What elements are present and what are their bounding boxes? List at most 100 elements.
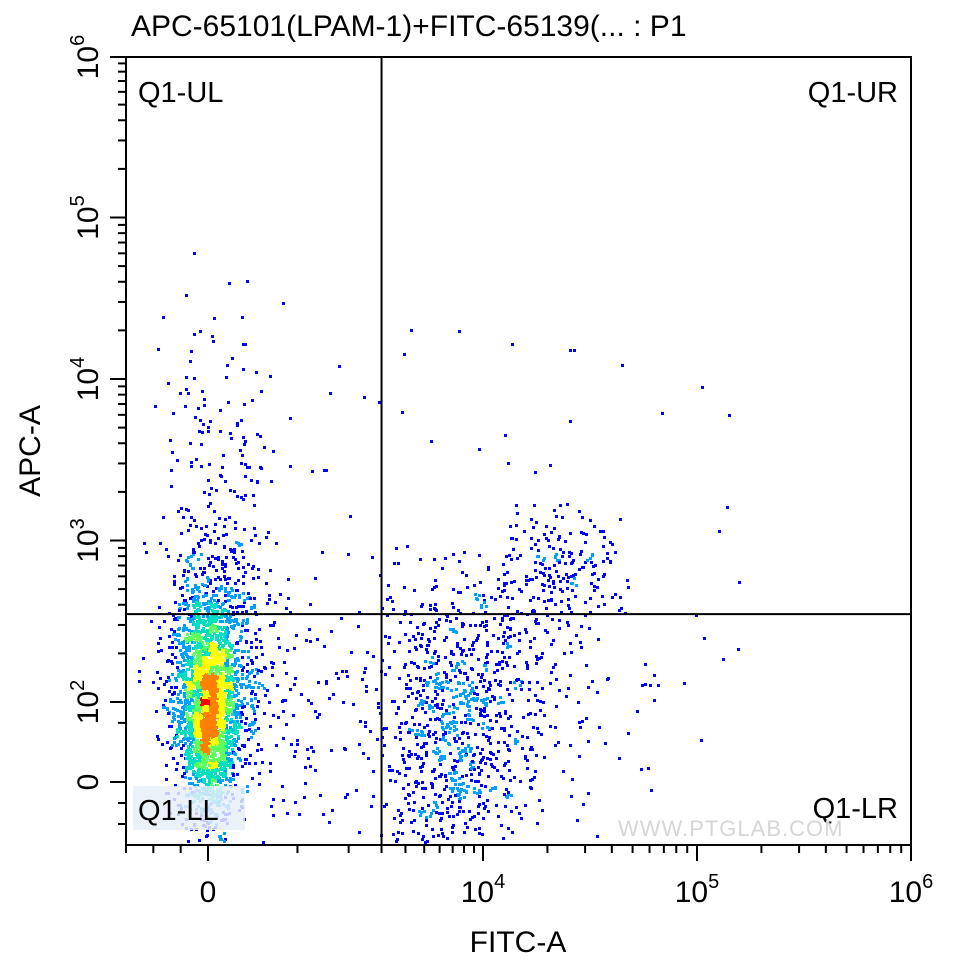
event-dot <box>420 699 423 702</box>
event-dot <box>269 375 272 378</box>
event-dot <box>226 676 229 679</box>
event-dot <box>205 639 208 642</box>
event-dot <box>504 434 507 437</box>
event-dot <box>215 594 218 597</box>
event-dot <box>195 748 198 751</box>
event-dot <box>170 485 173 488</box>
event-dot <box>192 551 195 554</box>
event-dot <box>207 679 210 682</box>
event-dot <box>539 709 542 712</box>
event-dot <box>602 575 605 578</box>
event-dot <box>561 555 564 558</box>
event-dot <box>569 642 572 645</box>
event-dot <box>248 466 251 469</box>
event-dot <box>377 702 380 705</box>
event-dot <box>201 740 204 743</box>
event-dot <box>346 675 349 678</box>
event-dot <box>537 597 540 600</box>
event-dot <box>428 640 431 643</box>
event-dot <box>372 795 375 798</box>
event-dot <box>233 730 236 733</box>
event-dot <box>515 538 518 541</box>
event-dot <box>211 719 214 722</box>
event-dot <box>167 676 170 679</box>
event-dot <box>219 768 222 771</box>
event-dot <box>475 597 478 600</box>
event-dot <box>184 735 187 738</box>
event-dot <box>178 723 181 726</box>
event-dot <box>481 673 484 676</box>
event-dot <box>580 550 583 553</box>
event-dot <box>289 417 292 420</box>
event-dot <box>224 600 227 603</box>
event-dot <box>198 650 201 653</box>
event-dot <box>277 637 280 640</box>
event-dot <box>556 559 559 562</box>
event-dot <box>421 603 424 606</box>
event-dot <box>438 750 441 753</box>
event-dot <box>240 543 243 546</box>
event-dot <box>480 699 483 702</box>
event-dot <box>441 689 444 692</box>
event-dot <box>213 679 216 682</box>
event-dot <box>213 714 216 717</box>
event-dot <box>401 754 404 757</box>
event-dot <box>217 576 220 579</box>
event-dot <box>515 806 518 809</box>
event-dot <box>187 683 190 686</box>
event-dot <box>417 733 420 736</box>
event-dot <box>256 749 259 752</box>
event-dot <box>199 678 202 681</box>
event-dot <box>460 783 463 786</box>
event-dot <box>479 761 482 764</box>
event-dot <box>508 656 511 659</box>
event-dot <box>439 819 442 822</box>
event-dot <box>530 518 533 521</box>
event-dot <box>229 740 232 743</box>
event-dot <box>252 686 255 689</box>
event-dot <box>325 680 328 683</box>
event-dot <box>423 726 426 729</box>
event-dot <box>216 732 219 735</box>
event-dot <box>323 469 326 472</box>
event-dot <box>205 784 208 787</box>
event-dot <box>506 744 509 747</box>
event-dot <box>207 557 210 560</box>
event-dot <box>189 748 192 751</box>
event-dot <box>189 717 192 720</box>
event-dot <box>254 534 257 537</box>
event-dot <box>216 601 219 604</box>
event-dot <box>429 608 432 611</box>
event-dot <box>210 635 213 638</box>
event-dot <box>190 751 193 754</box>
event-dot <box>138 670 141 673</box>
event-dot <box>450 664 453 667</box>
event-dot <box>233 727 236 730</box>
event-dot <box>236 773 239 776</box>
event-dot <box>554 744 557 747</box>
event-dot <box>205 725 208 728</box>
event-dot <box>232 766 235 769</box>
event-dot <box>285 672 288 675</box>
event-dot <box>200 693 203 696</box>
event-dot <box>539 571 542 574</box>
event-dot <box>459 806 462 809</box>
event-dot <box>433 607 436 610</box>
event-dot <box>204 735 207 738</box>
event-dot <box>562 770 565 773</box>
event-dot <box>451 766 454 769</box>
event-dot <box>138 680 141 683</box>
event-dot <box>202 744 205 747</box>
event-dot <box>253 527 256 530</box>
event-dot <box>641 684 644 687</box>
event-dot <box>472 719 475 722</box>
event-dot <box>176 697 179 700</box>
event-dot <box>241 706 244 709</box>
event-dot <box>214 690 217 693</box>
event-dot <box>176 661 179 664</box>
event-dot <box>215 702 218 705</box>
event-dot <box>206 629 209 632</box>
event-dot <box>182 627 185 630</box>
event-dot <box>257 576 260 579</box>
